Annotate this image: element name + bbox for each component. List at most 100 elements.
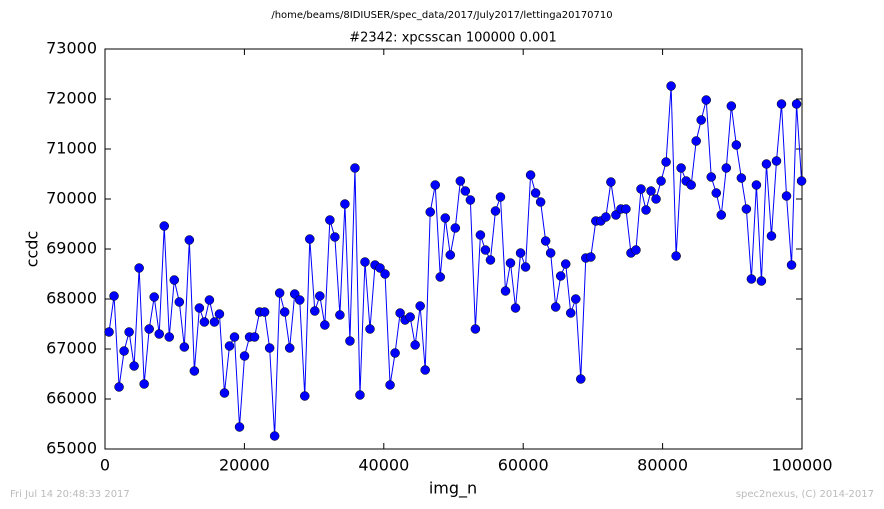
data-point [209, 317, 220, 327]
data-point [751, 180, 762, 190]
data-point [350, 163, 360, 173]
data-point [576, 374, 586, 384]
data-point [776, 99, 787, 109]
data-point [330, 232, 340, 242]
data-point [365, 324, 375, 334]
data-point [274, 288, 285, 298]
timestamp: Fri Jul 14 20:48:33 2017 [10, 489, 130, 500]
data-point [766, 231, 777, 241]
data-point [159, 221, 169, 231]
data-point [786, 260, 797, 270]
data-point [500, 286, 511, 296]
data-point [380, 269, 390, 279]
data-point [465, 195, 476, 205]
data-point [385, 380, 395, 390]
data-point [696, 115, 706, 125]
data-point [144, 324, 154, 334]
data-point [641, 205, 651, 215]
data-point [184, 235, 195, 245]
data-point [721, 163, 732, 173]
data-point [535, 197, 546, 207]
data-point [706, 172, 717, 182]
data-point [686, 180, 696, 190]
data-point [164, 332, 175, 342]
data-point [485, 255, 496, 265]
data-point [174, 297, 185, 307]
data-point [666, 81, 676, 91]
data-point [340, 199, 350, 209]
data-point [129, 361, 139, 371]
data-point [601, 212, 611, 222]
data-point [355, 390, 365, 400]
data-point [114, 382, 124, 392]
suptitle: /home/beams/8IDIUSER/spec_data/2017/July… [271, 10, 612, 21]
data-point [656, 176, 666, 186]
data-point [470, 324, 481, 334]
y-tick-label: 71000 [46, 139, 97, 158]
y-axis-label: ccdc [23, 231, 42, 268]
data-point [631, 245, 641, 255]
data-point [781, 191, 792, 201]
data-point [360, 257, 370, 267]
data-point [219, 388, 230, 398]
data-point [154, 329, 164, 339]
data-point [565, 308, 576, 318]
data-point [586, 252, 596, 262]
data-point [651, 194, 661, 204]
data-point [525, 170, 536, 180]
data-point [450, 223, 461, 233]
data-point [259, 307, 270, 317]
data-point [440, 213, 451, 223]
x-tick-label: 40000 [358, 456, 409, 475]
data-point [571, 294, 581, 304]
data-point [711, 188, 722, 198]
data-point [736, 173, 747, 183]
y-tick-label: 69000 [46, 239, 97, 258]
data-point [691, 136, 701, 146]
x-tick-label: 0 [100, 456, 110, 475]
data-point [741, 204, 752, 214]
data-point [716, 210, 727, 220]
data-point [435, 272, 446, 282]
y-tick-label: 72000 [46, 89, 97, 108]
data-point [234, 422, 245, 432]
y-tick-label: 68000 [46, 289, 97, 308]
data-point [646, 186, 656, 196]
data-point [515, 248, 526, 258]
y-tick-label: 66000 [46, 389, 97, 408]
data-point [320, 320, 330, 330]
data-point [676, 163, 686, 173]
y-tick-label: 73000 [46, 39, 97, 58]
data-point [189, 366, 200, 376]
data-point [520, 262, 531, 272]
data-point [194, 303, 205, 313]
data-point [555, 271, 566, 281]
data-point [410, 340, 420, 350]
data-point [305, 234, 315, 244]
data-point [661, 157, 671, 167]
data-point [445, 250, 456, 260]
data-point [505, 258, 516, 268]
data-point [550, 302, 561, 312]
data-point [249, 332, 260, 342]
x-axis-label: img_n [429, 479, 477, 499]
data-point [199, 317, 210, 327]
data-point [490, 206, 501, 216]
credit: spec2nexus, (C) 2014-2017 [736, 489, 874, 500]
x-tick-label: 60000 [498, 456, 549, 475]
data-point [756, 276, 767, 286]
chart-title: #2342: xpcsscan 100000 0.001 [349, 31, 557, 46]
data-point [390, 348, 400, 358]
data-point [149, 292, 159, 302]
data-point [269, 431, 280, 441]
data-point [310, 306, 320, 316]
data-point [345, 336, 355, 346]
y-tick-label: 70000 [46, 189, 97, 208]
data-point [134, 263, 144, 273]
data-point [169, 275, 180, 285]
data-point [420, 365, 430, 375]
data-point [475, 230, 486, 240]
data-point [761, 159, 772, 169]
data-point [671, 251, 681, 261]
